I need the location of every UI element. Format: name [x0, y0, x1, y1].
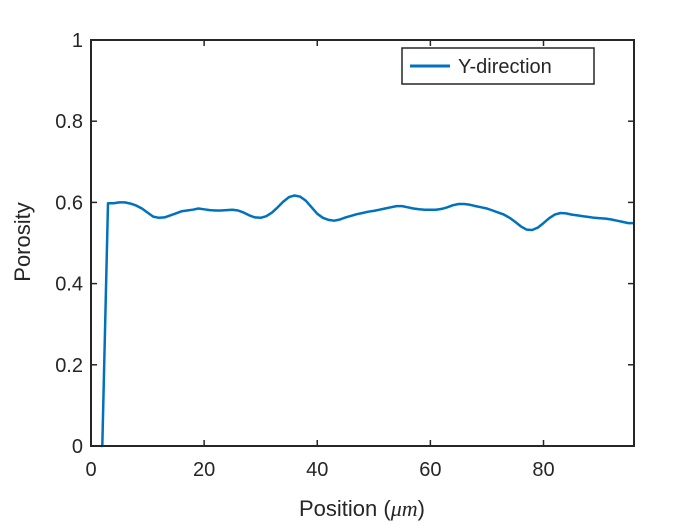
x-tick-label: 20 — [193, 459, 215, 481]
y-tick-label: 0.6 — [55, 192, 83, 214]
x-tick-label: 60 — [419, 459, 441, 481]
y-tick-label: 0.4 — [55, 274, 83, 296]
x-axis-label: Position (μm) — [299, 496, 425, 521]
x-tick-label: 40 — [306, 459, 328, 481]
y-tick-label: 0.2 — [55, 355, 83, 377]
x-axis-label-close: ) — [418, 496, 425, 521]
y-axis-label: Porosity — [10, 202, 35, 281]
legend-label: Y-direction — [458, 56, 552, 78]
plot-area — [101, 194, 634, 448]
legend: Y-direction — [401, 47, 595, 85]
x-axis-label-unit: μm — [390, 496, 418, 521]
y-tick-label: 0.8 — [55, 111, 83, 133]
x-axis-label-text: Position ( — [299, 496, 391, 521]
y-tick-labels: 0 0.2 0.4 0.6 0.8 1 — [55, 30, 83, 458]
x-tick-label: 0 — [85, 459, 96, 481]
series-line-y-direction — [101, 194, 634, 448]
y-tick-label: 1 — [72, 30, 83, 52]
x-tick-label: 80 — [532, 459, 554, 481]
y-tick-label: 0 — [72, 436, 83, 458]
axes-box — [90, 39, 635, 447]
x-tick-labels: 0 20 40 60 80 — [85, 459, 554, 481]
